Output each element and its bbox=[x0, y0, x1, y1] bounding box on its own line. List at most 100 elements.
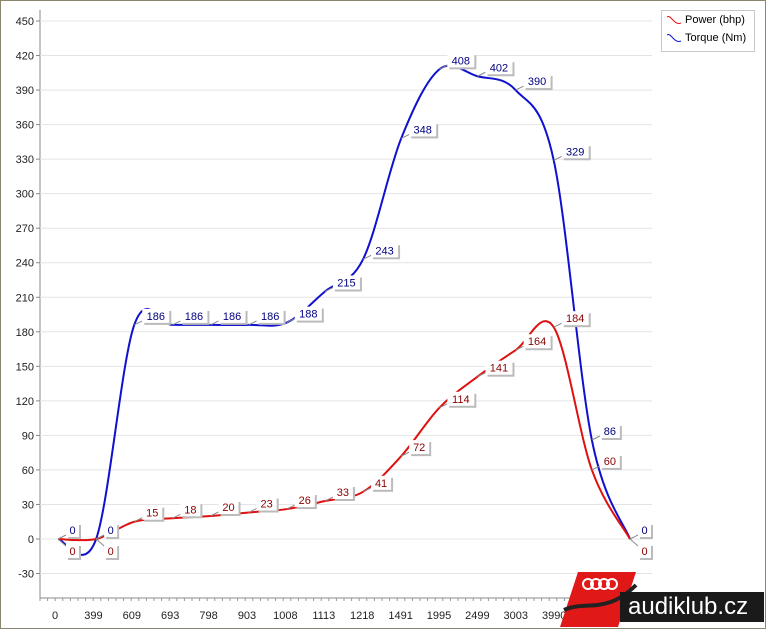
x-tick-label: 2499 bbox=[465, 610, 489, 622]
data-label-leader bbox=[362, 254, 372, 260]
x-tick-label: 1008 bbox=[273, 610, 297, 622]
data-label-leader bbox=[57, 538, 67, 547]
data-label-box bbox=[447, 391, 475, 406]
data-label-box bbox=[561, 311, 589, 326]
data-label-box bbox=[599, 453, 620, 468]
data-label-leader bbox=[324, 287, 334, 292]
data-label: 26 bbox=[299, 495, 311, 507]
data-label: 0 bbox=[641, 525, 647, 537]
data-label: 164 bbox=[528, 336, 546, 348]
data-label: 243 bbox=[375, 245, 393, 257]
data-label-box bbox=[523, 74, 551, 89]
data-label: 390 bbox=[528, 76, 546, 88]
data-label: 0 bbox=[69, 525, 75, 537]
x-tick-label: 1491 bbox=[388, 610, 412, 622]
data-label-leader bbox=[515, 345, 524, 351]
data-label-box bbox=[294, 306, 322, 321]
data-label-box bbox=[561, 144, 589, 159]
data-label-box bbox=[142, 505, 163, 520]
data-label-leader bbox=[591, 465, 601, 471]
data-label-leader bbox=[286, 504, 296, 510]
x-tick-label: 1995 bbox=[427, 610, 451, 622]
power-line-icon bbox=[666, 16, 682, 24]
data-label-leader bbox=[439, 403, 448, 409]
x-tick-label: 798 bbox=[199, 610, 217, 622]
data-label-leader bbox=[210, 511, 219, 517]
data-label-box bbox=[371, 475, 392, 490]
data-label-leader bbox=[591, 435, 601, 441]
data-label-box bbox=[332, 275, 360, 290]
data-label-box bbox=[371, 243, 399, 258]
data-label-leader bbox=[400, 451, 410, 457]
x-tick-label: 0 bbox=[52, 610, 58, 622]
data-label-box bbox=[104, 523, 118, 537]
data-label: 408 bbox=[452, 55, 470, 67]
data-label-leader bbox=[248, 508, 257, 513]
x-tick-label: 609 bbox=[123, 610, 141, 622]
y-tick-label: 360 bbox=[16, 120, 34, 132]
data-label: 348 bbox=[414, 124, 432, 136]
data-label-box bbox=[332, 485, 353, 500]
data-label-box bbox=[599, 424, 620, 439]
data-label: 186 bbox=[223, 311, 241, 323]
data-label-leader bbox=[57, 534, 67, 540]
x-tick-label: 1218 bbox=[350, 610, 374, 622]
legend-label-power: Power (bhp) bbox=[685, 14, 745, 26]
data-label-leader bbox=[553, 155, 562, 161]
y-tick-label: 180 bbox=[16, 327, 34, 339]
data-label-leader bbox=[477, 372, 486, 378]
data-label-leader bbox=[553, 322, 562, 328]
y-tick-label: 330 bbox=[16, 154, 34, 166]
x-tick-label: 903 bbox=[238, 610, 256, 622]
data-label-leader bbox=[248, 320, 257, 326]
data-label: 186 bbox=[147, 311, 165, 323]
data-label-box bbox=[218, 499, 239, 514]
data-label-leader bbox=[629, 534, 639, 540]
data-label-box bbox=[409, 440, 430, 455]
data-label-box bbox=[447, 53, 475, 68]
y-tick-label: 450 bbox=[16, 16, 34, 28]
y-tick-label: 270 bbox=[16, 223, 34, 235]
y-tick-label: 150 bbox=[16, 361, 34, 373]
x-tick-label: 399 bbox=[84, 610, 102, 622]
data-label-leader bbox=[400, 133, 410, 139]
x-tick-label: 1113 bbox=[312, 610, 335, 622]
y-tick-label: 120 bbox=[16, 396, 34, 408]
data-label-box bbox=[104, 544, 118, 558]
data-label: 215 bbox=[337, 278, 355, 290]
data-label-box bbox=[485, 360, 513, 375]
data-label: 20 bbox=[222, 502, 234, 514]
data-label-leader bbox=[477, 71, 486, 77]
data-label-leader bbox=[629, 538, 639, 547]
data-label: 86 bbox=[604, 426, 616, 438]
legend-item-power: Power (bhp) bbox=[662, 11, 754, 29]
x-tick-label: 3990 bbox=[542, 610, 566, 622]
data-label-box bbox=[180, 308, 208, 323]
y-tick-label: 240 bbox=[16, 258, 34, 270]
data-label-box bbox=[294, 493, 315, 508]
y-tick-label: 30 bbox=[22, 499, 34, 511]
data-label-box bbox=[256, 308, 284, 323]
data-label: 23 bbox=[261, 499, 273, 511]
x-tick-label: 693 bbox=[161, 610, 179, 622]
data-label-leader bbox=[95, 534, 105, 540]
data-label-box bbox=[638, 544, 651, 558]
y-tick-label: 390 bbox=[16, 85, 34, 97]
data-label: 0 bbox=[69, 546, 75, 558]
y-tick-label: 60 bbox=[22, 465, 34, 477]
data-label-box bbox=[409, 122, 437, 137]
data-label-leader bbox=[134, 320, 143, 326]
data-label-box bbox=[256, 496, 277, 511]
x-tick-label: 3003 bbox=[504, 610, 528, 622]
data-label: 60 bbox=[604, 456, 616, 468]
data-label-box bbox=[485, 60, 513, 75]
y-tick-label: 420 bbox=[16, 51, 34, 63]
data-label-leader bbox=[210, 320, 219, 326]
data-label-box bbox=[66, 544, 79, 558]
data-label: 0 bbox=[108, 546, 114, 558]
data-label-leader bbox=[324, 496, 334, 502]
data-label: 18 bbox=[184, 504, 196, 516]
y-tick-label: -30 bbox=[18, 569, 34, 581]
legend-label-torque: Torque (Nm) bbox=[685, 32, 747, 44]
data-label: 72 bbox=[413, 442, 425, 454]
